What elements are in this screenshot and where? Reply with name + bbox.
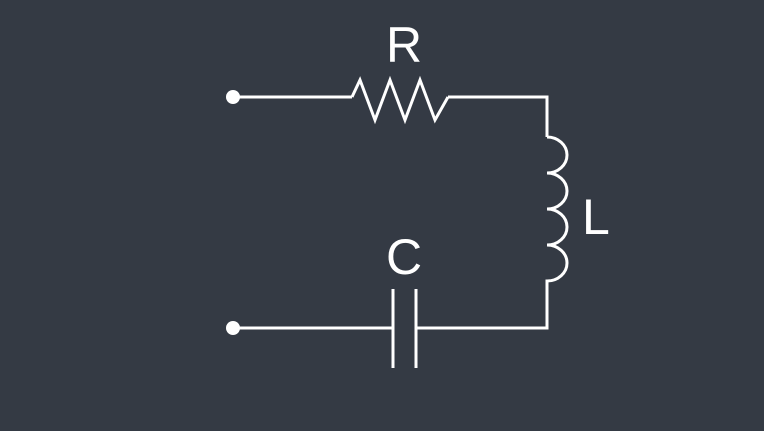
resistor-label: R (386, 17, 422, 73)
inductor-symbol (545, 135, 569, 289)
wire-top-right (448, 95, 549, 137)
wire-bottom-right (416, 289, 549, 330)
capacitor-label: C (386, 229, 422, 285)
inductor-label: L (582, 189, 610, 245)
resistor-symbol (350, 75, 450, 125)
